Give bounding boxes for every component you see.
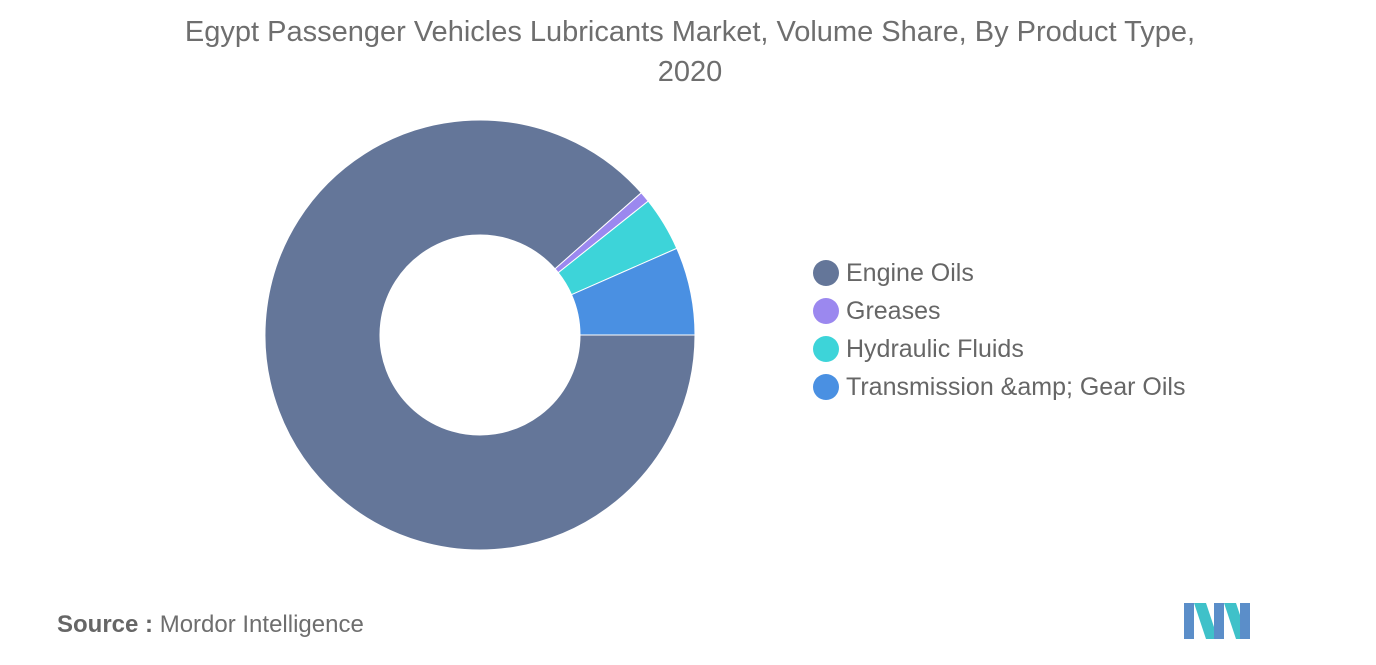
- mordor-intelligence-logo-icon: [1184, 603, 1250, 639]
- legend-swatch-greases: [813, 298, 839, 324]
- donut-slices: [264, 119, 696, 551]
- legend-item-hydraulic-fluids[interactable]: Hydraulic Fluids: [813, 330, 1185, 368]
- legend-swatch-transmission-gear-oils: [813, 374, 839, 400]
- source-note: Source : Mordor Intelligence: [57, 611, 364, 639]
- slice-engine-oils[interactable]: [264, 119, 696, 551]
- source-text: Mordor Intelligence: [159, 611, 364, 638]
- chart-title: Egypt Passenger Vehicles Lubricants Mark…: [184, 16, 1196, 88]
- legend-label-greases: Greases: [846, 296, 941, 325]
- legend-item-engine-oils[interactable]: Engine Oils: [813, 254, 1185, 292]
- slice-transmission-amp-gear-oils[interactable]: [570, 247, 696, 336]
- source-label: Source :: [57, 611, 154, 638]
- legend-item-transmission-gear-oils[interactable]: Transmission &amp; Gear Oils: [813, 368, 1185, 406]
- chart-legend: Engine Oils Greases Hydraulic Fluids Tra…: [813, 254, 1185, 406]
- legend-label-engine-oils: Engine Oils: [846, 258, 974, 287]
- legend-swatch-engine-oils: [813, 260, 839, 286]
- legend-swatch-hydraulic-fluids: [813, 336, 839, 362]
- legend-label-transmission-gear-oils: Transmission &amp; Gear Oils: [846, 372, 1186, 401]
- legend-label-hydraulic-fluids: Hydraulic Fluids: [846, 334, 1024, 363]
- legend-item-greases[interactable]: Greases: [813, 292, 1185, 330]
